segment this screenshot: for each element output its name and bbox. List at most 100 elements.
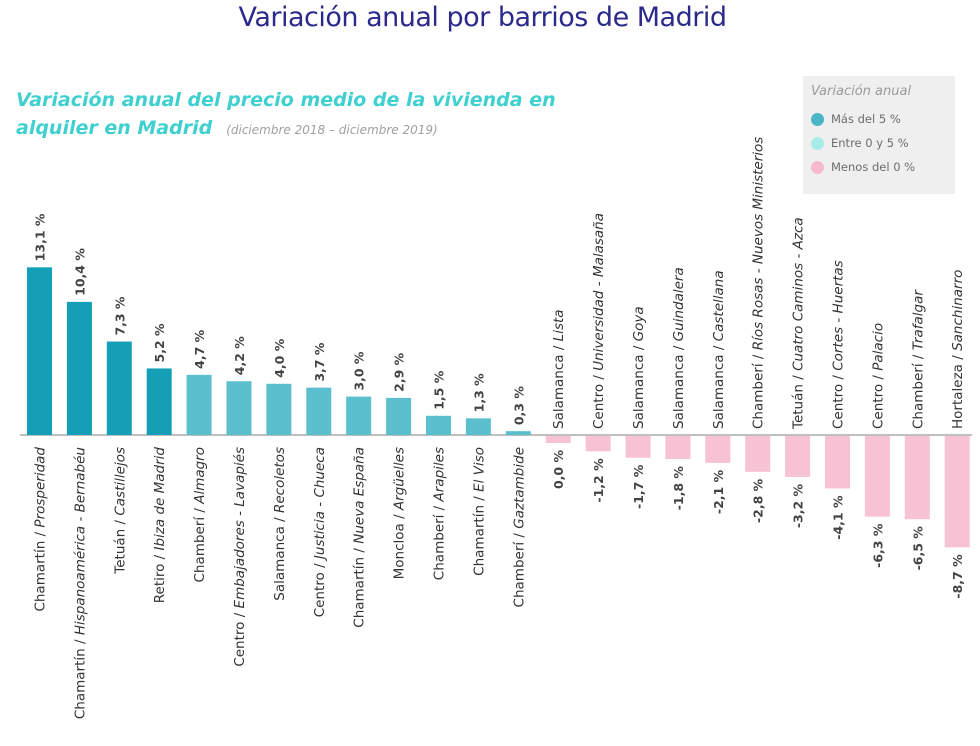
category-district: Chamartín / — [33, 528, 49, 612]
legend-title: Variación anual — [811, 84, 912, 99]
data-label: 5,2 % — [152, 323, 167, 362]
chart-subtitle: Variación anual del precio medio de la v… — [16, 86, 596, 144]
data-label: -1,2 % — [591, 458, 606, 503]
bar — [266, 383, 292, 435]
subtitle-line-1: Variación anual del precio medio de la v… — [16, 89, 556, 111]
data-label: -8,7 % — [950, 554, 965, 599]
bar — [106, 341, 132, 435]
data-label: 4,2 % — [232, 336, 247, 375]
category-barrio: Nueva España — [352, 447, 368, 544]
category-label: Salamanca / Guindalera — [671, 267, 687, 429]
category-label: Salamanca / Recoletos — [272, 447, 288, 601]
bar — [386, 397, 412, 435]
bar — [745, 436, 771, 472]
category-label: Chamberí / Arapiles — [432, 447, 448, 580]
data-label: -4,1 % — [831, 495, 846, 540]
bar — [864, 436, 890, 517]
category-label: Chamartín / Nueva España — [352, 447, 368, 628]
category-district: Chamartín / — [72, 635, 88, 719]
data-label: 0,0 % — [551, 450, 566, 489]
legend-swatch — [811, 112, 824, 126]
bar — [346, 396, 372, 435]
data-label: -2,8 % — [751, 478, 766, 523]
category-barrio: Castellana — [711, 270, 727, 341]
category-label: Centro / Palacio — [870, 323, 886, 429]
data-label: -3,2 % — [791, 483, 806, 528]
legend-label: Menos del 0 % — [831, 160, 916, 174]
bar — [306, 387, 332, 435]
bar — [944, 436, 970, 548]
category-barrio: Trafalgar — [910, 289, 926, 351]
category-label: Chamberí / Ríos Rosas - Nuevos Ministeri… — [751, 137, 767, 429]
category-district: Chamartín / — [471, 492, 487, 576]
category-district: Centro / — [831, 371, 847, 429]
legend: Variación anual Más del 5 % Entre 0 y 5 … — [803, 76, 955, 194]
bar — [625, 436, 651, 458]
category-barrio: Embajadores - Lavapiés — [232, 447, 248, 608]
category-district: Tetuán / — [791, 371, 807, 430]
category-label: Chamberí / Almagro — [192, 447, 208, 583]
category-barrio: Sanchinarro — [950, 270, 966, 351]
category-district: Salamanca / — [711, 341, 727, 429]
category-label: Centro / Embajadores - Lavapiés — [232, 447, 248, 667]
bar — [904, 436, 930, 520]
data-label: -6,3 % — [870, 523, 885, 568]
data-label: -1,7 % — [631, 464, 646, 509]
data-label: 0,3 % — [511, 386, 526, 425]
category-district: Chamberí / — [910, 350, 926, 429]
legend-item-above-5: Más del 5 % — [811, 110, 901, 128]
period-label: (diciembre 2018 – diciembre 2019) — [226, 123, 438, 137]
legend-label: Entre 0 y 5 % — [831, 136, 909, 150]
bar — [545, 436, 571, 443]
category-label: Retiro / Ibiza de Madrid — [152, 447, 168, 604]
category-barrio: Gaztambide — [511, 447, 527, 529]
category-barrio: Cuatro Caminos - Azca — [791, 217, 807, 371]
category-district: Centro / — [591, 371, 607, 429]
category-barrio: Ríos Rosas - Nuevos Ministerios — [751, 137, 767, 351]
bar — [785, 436, 811, 477]
bar — [146, 368, 172, 435]
category-barrio: Hispanoamérica - Bernabéu — [72, 447, 88, 635]
data-label: 7,3 % — [112, 296, 127, 335]
data-label: 3,7 % — [312, 342, 327, 381]
category-label: Chamartín / Prosperidad — [33, 447, 49, 612]
category-district: Centro / — [870, 371, 886, 429]
category-district: Chamberí / — [511, 529, 527, 608]
category-barrio: Almagro — [192, 447, 208, 505]
category-district: Salamanca / — [551, 341, 567, 429]
bar — [27, 267, 52, 435]
category-label: Chamartín / El Viso — [471, 447, 487, 576]
category-district: Hortaleza / — [950, 351, 966, 429]
category-label: Centro / Cortes - Huertas — [831, 260, 847, 429]
category-barrio: Prosperidad — [33, 447, 49, 528]
category-district: Chamartín / — [352, 544, 368, 628]
legend-label: Más del 5 % — [831, 112, 901, 126]
category-barrio: Palacio — [870, 323, 886, 371]
bar — [585, 436, 611, 452]
category-label: Centro / Justicia - Chueca — [312, 447, 328, 617]
data-label: -1,8 % — [671, 466, 686, 511]
bar — [465, 418, 491, 435]
category-district: Chamberí / — [751, 350, 767, 429]
data-label: -6,5 % — [910, 526, 925, 571]
data-label: 13,1 % — [33, 213, 48, 261]
category-district: Salamanca / — [631, 341, 647, 429]
category-barrio: Ibiza de Madrid — [152, 447, 168, 551]
legend-item-0-to-5: Entre 0 y 5 % — [811, 134, 909, 152]
category-barrio: Universidad - Malasaña — [591, 213, 607, 371]
category-barrio: El Viso — [471, 447, 487, 492]
data-label: 4,0 % — [272, 338, 287, 377]
category-district: Moncloa / — [392, 510, 408, 579]
category-label: Chamberí / Gaztambide — [511, 447, 527, 607]
data-label: 2,9 % — [392, 352, 407, 391]
data-label: 1,3 % — [471, 373, 486, 412]
bar — [665, 436, 691, 460]
legend-swatch — [811, 136, 824, 150]
category-district: Retiro / — [152, 550, 168, 603]
category-label: Moncloa / Argüelles — [392, 447, 408, 579]
data-label: -2,1 % — [711, 469, 726, 514]
category-barrio: Recoletos — [272, 447, 288, 513]
category-label: Chamartín / Hispanoamérica - Bernabéu — [72, 447, 88, 719]
category-barrio: Guindalera — [671, 267, 687, 341]
